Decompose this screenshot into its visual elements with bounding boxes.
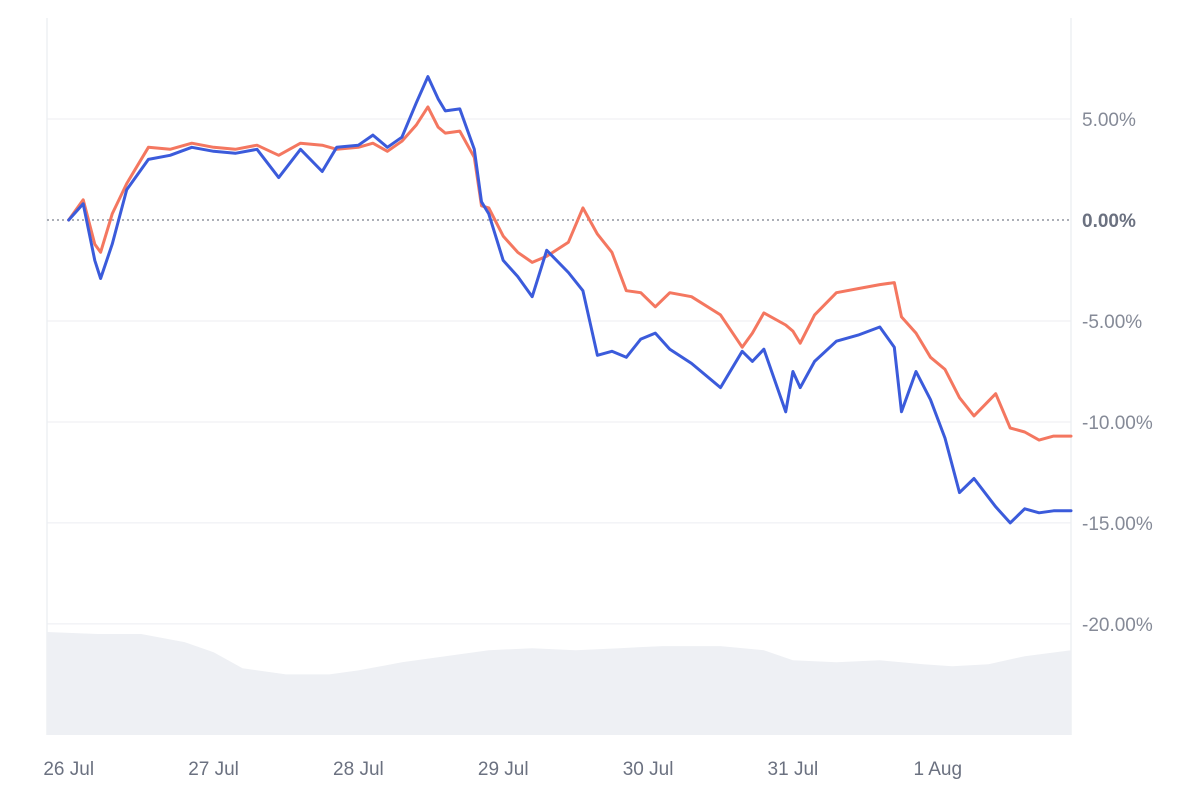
- y-tick-label: 5.00%: [1082, 110, 1136, 131]
- y-tick-label: -5.00%: [1082, 312, 1142, 333]
- y-tick-label: -20.00%: [1082, 615, 1153, 636]
- series-line: [67, 75, 1073, 525]
- x-tick-label: 31 Jul: [768, 759, 819, 780]
- x-tick-label: 27 Jul: [188, 759, 239, 780]
- volume-area: [47, 632, 1071, 735]
- y-tick-label: -10.00%: [1082, 413, 1153, 434]
- x-axis-labels: 26 Jul 27 Jul 28 Jul 29 Jul 30 Jul 31 Jul 1 Au…: [43, 759, 962, 780]
- x-tick-label: 29 Jul: [478, 759, 529, 780]
- series-lines: [67, 75, 1073, 525]
- y-tick-label: 0.00%: [1082, 211, 1136, 232]
- x-tick-label: 30 Jul: [623, 759, 674, 780]
- y-tick-label: -15.00%: [1082, 514, 1153, 535]
- x-tick-label: 1 Aug: [913, 759, 962, 780]
- vertical-gridlines: [46, 18, 1072, 735]
- y-axis-labels: 5.00% 0.00% -5.00% -10.00% -15.00% -20.00%: [1082, 110, 1153, 636]
- x-tick-label: 28 Jul: [333, 759, 384, 780]
- horizontal-gridlines: [47, 118, 1071, 625]
- x-tick-label: 26 Jul: [43, 759, 94, 780]
- series-line: [67, 105, 1073, 442]
- volume-area-path: [47, 632, 1071, 735]
